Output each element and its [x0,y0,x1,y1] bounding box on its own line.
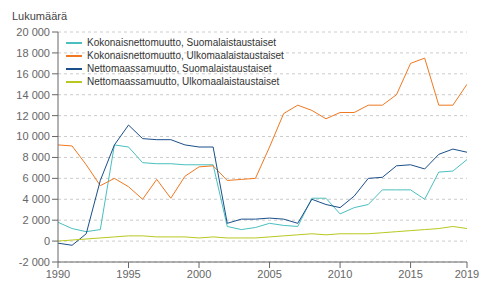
svg-text:20 000: 20 000 [16,26,50,38]
html-text:Nettomaassamuutto, Ulkomaalais: Nettomaassamuutto, Ulkomaalaistaustaiset [87,76,280,87]
svg-text:2015: 2015 [398,268,422,280]
svg-text:2019: 2019 [455,268,479,280]
svg-text:16 000: 16 000 [16,68,50,80]
svg-text:10 000: 10 000 [16,130,50,142]
svg-text:4 000: 4 000 [22,193,50,205]
svg-text:0: 0 [44,235,50,247]
svg-text:18 000: 18 000 [16,47,50,59]
svg-text:8 000: 8 000 [22,151,50,163]
svg-text:2000: 2000 [187,268,211,280]
svg-text:6 000: 6 000 [22,172,50,184]
html-text:Nettomaassamuutto, Suomalaista: Nettomaassamuutto, Suomalaistaustaiset [87,63,272,74]
svg-text:-2 000: -2 000 [19,256,50,268]
svg-text:2010: 2010 [328,268,352,280]
svg-text:1990: 1990 [46,268,70,280]
svg-text:2005: 2005 [257,268,281,280]
html-text:Kokonaisnettomuutto, Ulkomaala: Kokonaisnettomuutto, Ulkomaalaistaustais… [87,50,284,61]
html-text:Kokonaisnettomuutto, Suomalais: Kokonaisnettomuutto, Suomalaistaustaiset [87,37,276,48]
html-text:Lukumäärä: Lukumäärä [12,10,67,22]
svg-text:12 000: 12 000 [16,110,50,122]
svg-text:1995: 1995 [116,268,140,280]
svg-text:14 000: 14 000 [16,89,50,101]
svg-text:2 000: 2 000 [22,214,50,226]
